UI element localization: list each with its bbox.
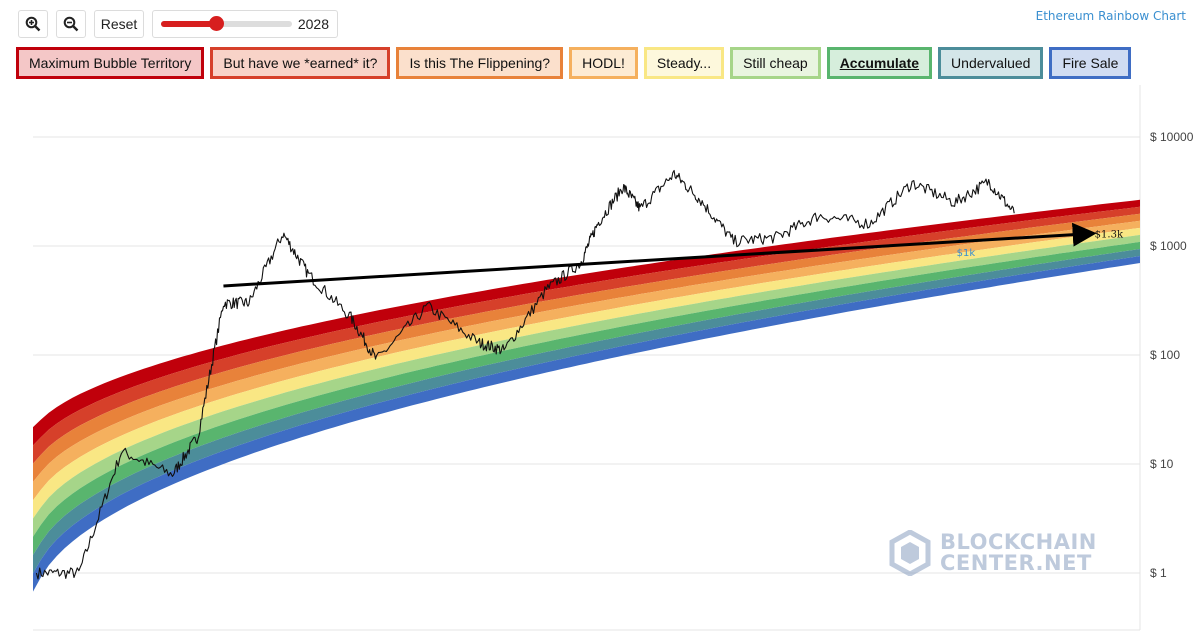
year-slider-thumb[interactable] <box>208 16 224 31</box>
price-annotation-label: $1k <box>957 248 976 259</box>
legend-button-4[interactable]: Steady... <box>643 47 725 79</box>
legend-button-7[interactable]: Undervalued <box>938 47 1044 79</box>
y-tick-label: $ 10000 <box>1150 130 1194 144</box>
watermark-line-2: CENTER.NET <box>940 551 1092 575</box>
trend-end-label: $1.3k <box>1095 230 1124 241</box>
trend-arrow-line <box>223 222 1097 288</box>
rainbow-chart: $ 10000 $ 1000 $ 100 $ 10 $ 1 $1.3k $1k <box>0 85 1200 638</box>
year-slider[interactable] <box>161 16 292 31</box>
plot-bottom-mask <box>0 630 1200 638</box>
year-slider-fill <box>161 21 216 27</box>
reset-button[interactable]: Reset <box>94 10 144 38</box>
legend-button-8[interactable]: Fire Sale <box>1049 47 1132 79</box>
year-slider-value: 2028 <box>297 16 329 32</box>
legend-button-2[interactable]: Is this The Flippening? <box>396 47 564 79</box>
blockchain-logo-icon <box>889 530 931 576</box>
band-legend: Maximum Bubble Territory But have we *ear… <box>16 47 1132 79</box>
price-series-line <box>35 169 1015 580</box>
year-slider-box: 2028 <box>152 10 338 38</box>
chart-title-link[interactable]: Ethereum Rainbow Chart <box>1035 9 1186 23</box>
y-tick-label: $ 10 <box>1150 457 1174 471</box>
y-tick-label: $ 1 <box>1150 566 1167 580</box>
zoom-in-button[interactable] <box>18 10 48 38</box>
watermark-line-1: BLOCKCHAIN <box>940 530 1097 554</box>
legend-button-5[interactable]: Still cheap <box>730 47 821 79</box>
y-tick-label: $ 100 <box>1150 348 1180 362</box>
toolbar: Reset 2028 <box>18 10 338 40</box>
y-tick-label: $ 1000 <box>1150 239 1187 253</box>
zoom-out-button[interactable] <box>56 10 86 38</box>
zoom-in-icon <box>25 16 41 32</box>
legend-button-6[interactable]: Accumulate <box>826 47 933 79</box>
zoom-out-icon <box>63 16 79 32</box>
legend-button-3[interactable]: HODL! <box>569 47 638 79</box>
watermark-text: BLOCKCHAIN CENTER.NET <box>940 532 1097 574</box>
watermark: BLOCKCHAIN CENTER.NET <box>888 530 1097 576</box>
legend-button-0[interactable]: Maximum Bubble Territory <box>16 47 205 79</box>
legend-button-1[interactable]: But have we *earned* it? <box>210 47 391 79</box>
